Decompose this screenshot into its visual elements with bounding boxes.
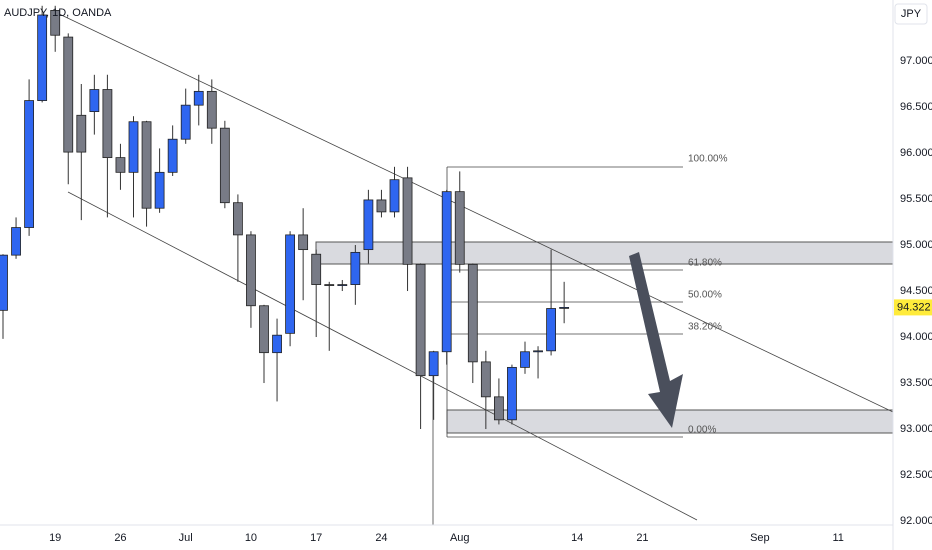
candle-body (167, 138, 178, 173)
x-tick-label: 21 (636, 532, 648, 544)
fib-label: 0.00% (688, 425, 716, 436)
currency-button[interactable] (894, 3, 928, 25)
candle-body (520, 351, 530, 368)
y-tick-label: 95.000 (900, 239, 932, 251)
candle-body (219, 127, 230, 204)
candle-body (441, 191, 452, 353)
fib-label: 100.00% (688, 154, 728, 165)
candle-body (467, 263, 478, 363)
candle-body (0, 254, 8, 311)
candle-body (11, 227, 21, 256)
x-tick-label: 19 (49, 532, 61, 544)
y-tick-label: 93.000 (900, 423, 932, 435)
candle-body (559, 307, 570, 309)
x-tick-label: 10 (245, 532, 257, 544)
candle-body (389, 179, 400, 213)
x-tick-label: Aug (450, 532, 470, 544)
candle-body (350, 251, 361, 285)
candle-body (115, 157, 126, 173)
y-tick-label: 94.500 (900, 285, 932, 297)
candle-body (37, 14, 48, 101)
fib-label: 61.80% (688, 258, 722, 269)
fib-label: 38.20% (688, 322, 722, 333)
candle-body (180, 104, 191, 140)
candle-body (193, 90, 204, 106)
candle-body (402, 177, 413, 265)
candle-body (24, 100, 35, 228)
candle-body (102, 89, 113, 159)
candle-body (324, 284, 335, 286)
x-tick-label: 24 (375, 532, 387, 544)
candle-body (337, 284, 348, 286)
candle-body (259, 305, 269, 354)
candle-body (546, 308, 556, 352)
y-tick-label: 92.000 (900, 515, 932, 527)
x-tick-label: Jul (179, 532, 193, 544)
candle-body (533, 350, 543, 353)
channel-lower (67, 191, 698, 521)
x-tick-label: 17 (310, 532, 322, 544)
y-tick-label: 96.500 (900, 101, 932, 113)
candle-body (415, 263, 426, 377)
candle-body (298, 234, 309, 251)
candle-body (76, 114, 87, 153)
candle-body (89, 89, 100, 113)
y-tick-label: 96.000 (900, 147, 932, 159)
x-tick-label: 11 (832, 532, 843, 544)
last-price-label: 94.322 (897, 301, 931, 313)
channel-upper (54, 11, 894, 413)
fib-label: 50.00% (688, 290, 722, 301)
candle-body (311, 253, 322, 285)
x-tick-label: 14 (571, 532, 583, 544)
x-tick-label: Sep (750, 532, 770, 544)
candle-body (128, 121, 139, 173)
zone-upper (315, 241, 894, 265)
last-price-badge (894, 299, 932, 316)
candle-body (454, 191, 465, 265)
candles (0, 5, 570, 430)
y-tick-label: 93.500 (900, 377, 932, 389)
candle-body (363, 199, 374, 251)
candle-body (428, 351, 439, 377)
chart-title: AUDJPY, 1D, OANDA (4, 7, 112, 19)
candle-body (50, 9, 61, 36)
x-tick-label: 26 (114, 532, 126, 544)
currency-label[interactable]: JPY (901, 8, 922, 20)
candle-body (480, 361, 491, 398)
candle-body (232, 202, 243, 236)
y-tick-label: 94.000 (900, 331, 932, 343)
candle-body (285, 234, 295, 334)
candle-body (507, 366, 517, 421)
y-tick-label: 92.500 (900, 469, 932, 481)
arrow (629, 252, 683, 428)
y-tick-label: 95.500 (900, 193, 932, 205)
candle-body (154, 171, 165, 209)
candle-body (141, 121, 152, 209)
candle-body (206, 90, 217, 129)
candle-body (63, 36, 74, 153)
y-tick-label: 97.000 (900, 55, 932, 67)
candle-body (246, 234, 256, 307)
candle-body (376, 199, 387, 213)
candle-body (493, 396, 504, 421)
candle-body (272, 334, 282, 354)
